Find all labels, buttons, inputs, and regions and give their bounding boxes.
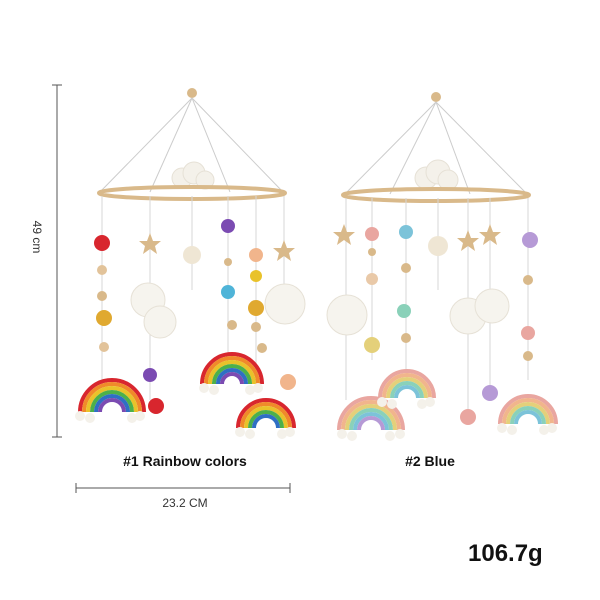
star-bead [479,224,501,245]
height-dimension-line [52,84,62,438]
rainbow-ornament [337,396,405,431]
star-bead [139,233,161,254]
star-bead [333,224,355,245]
pompom [326,288,510,336]
height-dimension-label: 49 cm [30,220,44,254]
mobile-blue [326,92,558,441]
rainbow-ornament [200,352,264,385]
width-dimension-line [75,483,291,493]
top-wood-bead [187,88,197,98]
mobile-rainbow-colors [75,88,306,439]
wood-hoop [341,187,531,203]
rainbow-ornament [498,394,558,425]
rainbow-ornament [236,398,296,429]
top-wood-bead [431,92,441,102]
rainbow-ornament [78,378,146,413]
star-bead [457,230,479,251]
rainbow-ornament [378,369,436,399]
pompom [171,161,215,190]
pompom [414,159,459,191]
width-dimension-label: 23.2 CM [162,496,208,510]
variant-caption-rainbow: #1 Rainbow colors [123,453,247,469]
variant-caption-blue: #2 Blue [405,453,455,469]
star-bead [273,240,295,261]
weight-label: 106.7g [468,540,543,567]
pompom [130,282,306,339]
